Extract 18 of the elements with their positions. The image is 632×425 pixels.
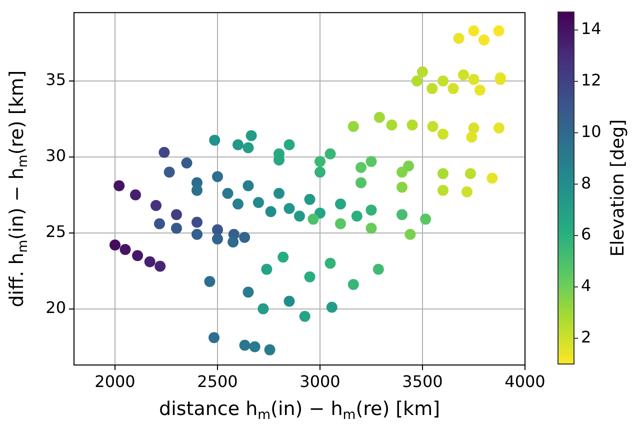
x-tick-label: 2500 xyxy=(197,372,238,391)
color-bar-label: 4 xyxy=(581,276,592,296)
y-tick-label: 25 xyxy=(46,222,66,242)
y-tick-label: 35 xyxy=(46,70,66,90)
color-bar-label: 6 xyxy=(581,224,592,244)
color-bar-label: 12 xyxy=(581,70,602,90)
color-bar-label: 2 xyxy=(581,327,592,346)
x-tick-label: 4000 xyxy=(504,372,546,391)
x-tick-label: 2000 xyxy=(94,372,136,391)
y-tick-label: 30 xyxy=(46,146,66,166)
color-bar-label: 10 xyxy=(581,122,602,141)
y-tick-label: 20 xyxy=(46,298,66,317)
y-axis-title: diff. hm(in) − hm(re) [km] xyxy=(6,70,32,308)
x-tick-label: 3500 xyxy=(402,372,443,391)
x-tick-label: 3000 xyxy=(300,372,340,391)
color-bar-label: 14 xyxy=(581,19,602,38)
color-bar-label: 8 xyxy=(581,173,592,192)
color-bar-title: Elevation [deg] xyxy=(608,119,629,257)
